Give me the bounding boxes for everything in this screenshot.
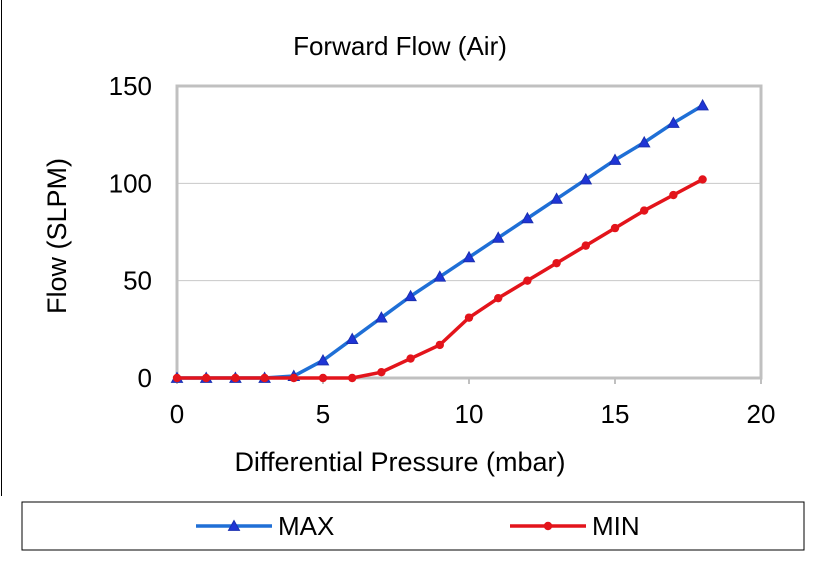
data-point-min (289, 373, 298, 383)
data-point-min (260, 373, 269, 383)
series-line-max (177, 103, 704, 380)
legend-box (21, 501, 805, 551)
y-tick-label: 100 (109, 168, 152, 198)
data-point-min (377, 367, 386, 377)
x-tick-label: 15 (601, 399, 630, 429)
data-point-max (404, 289, 417, 302)
data-point-min (172, 373, 182, 383)
data-point-min (435, 340, 444, 350)
x-axis: 0 5 10 15 20 (170, 378, 776, 429)
x-tick-label: 10 (455, 399, 484, 429)
data-point-max (462, 250, 476, 263)
x-tick-label: 5 (316, 399, 330, 429)
data-point-max (491, 231, 505, 243)
data-point-min (610, 223, 620, 233)
x-tick-label: 0 (170, 399, 184, 429)
y-tick-label: 50 (123, 266, 152, 296)
data-point-max (433, 270, 447, 282)
data-point-min (464, 313, 474, 322)
legend-label: MIN (592, 511, 640, 541)
y-tick-label: 150 (109, 71, 152, 101)
data-point-max (637, 135, 651, 148)
data-point-min (552, 258, 561, 268)
series-layer (170, 98, 709, 383)
plot-area (175, 84, 763, 380)
y-axis-title: Flow (SLPM) (42, 158, 72, 314)
data-point-min (494, 293, 503, 303)
data-point-max (521, 211, 534, 224)
x-tick-label: 20 (747, 399, 776, 429)
legend-item-max: MAX (196, 511, 334, 541)
data-point-min (348, 373, 357, 383)
y-tick-label: 0 (138, 363, 152, 393)
data-point-min (698, 175, 707, 184)
data-point-max (579, 172, 593, 185)
gridlines (177, 182, 761, 282)
legend-label: MAX (278, 511, 334, 541)
data-point-max (316, 353, 330, 366)
data-point-min (581, 241, 590, 250)
data-point-min (231, 373, 240, 383)
data-point-max (696, 98, 709, 111)
legend-marker (543, 521, 553, 531)
chart-title: Forward Flow (Air) (293, 31, 507, 61)
x-axis-title: Differential Pressure (mbar) (234, 447, 565, 477)
legend-item-min: MIN (510, 511, 640, 541)
data-point-min (669, 190, 678, 200)
data-point-max (667, 116, 680, 128)
legend-marker (227, 519, 241, 531)
data-point-max (345, 332, 359, 344)
data-point-min (640, 206, 649, 215)
data-point-max (375, 311, 388, 323)
data-point-min (318, 373, 328, 383)
data-point-max (550, 192, 563, 204)
data-point-min (406, 354, 415, 363)
series-min (172, 175, 707, 383)
data-point-max (608, 153, 622, 165)
series-max (170, 98, 709, 383)
data-point-min (202, 373, 211, 383)
legend: MAX MIN (196, 511, 640, 541)
data-point-min (523, 276, 532, 285)
y-axis: 0 50 100 150 (109, 71, 152, 393)
